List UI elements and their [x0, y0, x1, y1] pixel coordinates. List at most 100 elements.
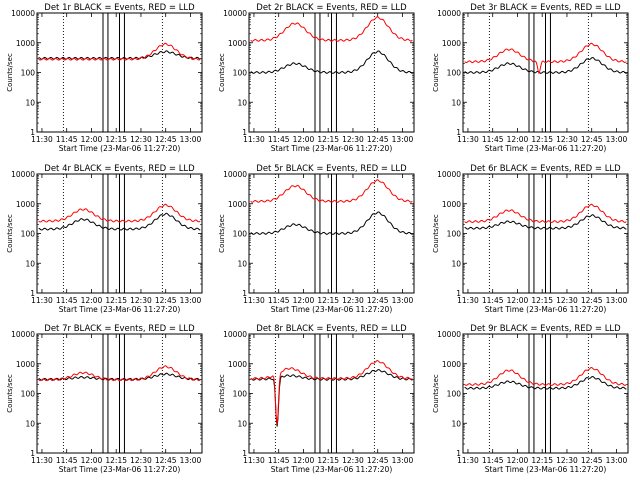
x-tick-label: 11:45: [268, 135, 290, 144]
series-lld-line: [38, 42, 201, 61]
y-tick-label: 10000: [437, 9, 461, 18]
x-tick-label: 11:45: [56, 296, 78, 305]
y-axis-label: Counts/sec: [218, 214, 226, 253]
x-tick-label: 12:45: [581, 456, 603, 465]
y-tick-label: 1000: [16, 360, 35, 369]
series-events-line: [38, 372, 201, 381]
y-tick-label: 10: [237, 419, 247, 428]
y-axis-label: Counts/sec: [432, 53, 440, 92]
y-tick-label: 1: [456, 289, 461, 298]
x-tick-label: 11:30: [243, 456, 265, 465]
panel-det-1: Det 1r BLACK = Events, RED = LLD 1 10 100 10…: [6, 3, 203, 153]
y-tick-label: 100: [21, 69, 36, 78]
x-tick-label: 12:00: [293, 135, 315, 144]
x-tick-label: 12:45: [367, 296, 389, 305]
x-axis-label: Start Time (23-Mar-06 11:27:20): [485, 144, 607, 153]
x-tick-label: 12:30: [556, 135, 578, 144]
x-tick-label: 12:30: [130, 296, 152, 305]
panel-det-3: Det 3r BLACK = Events, RED = LLD 1 10 100 10…: [432, 3, 629, 153]
y-tick-label: 10000: [223, 330, 247, 339]
series-events-line: [38, 212, 201, 231]
y-tick-label: 1000: [442, 360, 461, 369]
y-tick-label: 100: [21, 230, 36, 239]
x-tick-label: 12:15: [531, 456, 553, 465]
y-axis-label: Counts/sec: [432, 214, 440, 253]
x-axis-label: Start Time (23-Mar-06 11:27:20): [59, 144, 181, 153]
x-tick-label: 12:15: [531, 135, 553, 144]
y-tick-label: 10000: [437, 330, 461, 339]
x-axis-label: Start Time (23-Mar-06 11:27:20): [485, 305, 607, 314]
x-tick-label: 11:45: [482, 135, 504, 144]
y-tick-label: 1: [456, 449, 461, 458]
chart-title: Det 9r BLACK = Events, RED = LLD: [470, 324, 621, 334]
x-tick-label: 12:00: [293, 456, 315, 465]
chart-title: Det 8r BLACK = Events, RED = LLD: [256, 324, 407, 334]
x-tick-label: 12:45: [155, 456, 177, 465]
panel-det-6: Det 6r BLACK = Events, RED = LLD 1 10 100 10…: [432, 164, 629, 314]
y-tick-label: 10: [25, 259, 35, 268]
x-tick-label: 13:00: [392, 296, 414, 305]
x-tick-label: 12:15: [105, 296, 127, 305]
x-tick-label: 12:45: [367, 135, 389, 144]
x-axis-label: Start Time (23-Mar-06 11:27:20): [271, 305, 393, 314]
x-tick-label: 12:00: [507, 296, 529, 305]
panel-det-4: Det 4r BLACK = Events, RED = LLD 1 10 100 10…: [6, 164, 203, 314]
y-tick-label: 100: [21, 390, 36, 399]
y-tick-label: 10: [237, 259, 247, 268]
x-tick-label: 12:00: [507, 456, 529, 465]
y-tick-label: 1: [30, 449, 35, 458]
x-tick-label: 12:30: [556, 296, 578, 305]
y-tick-label: 10: [25, 419, 35, 428]
series-lld-line: [464, 42, 627, 75]
series-events-line: [464, 375, 627, 390]
x-tick-label: 13:00: [392, 135, 414, 144]
series-lld-line: [250, 179, 413, 203]
x-tick-label: 12:00: [81, 456, 103, 465]
y-axis-label: Counts/sec: [6, 53, 14, 92]
x-tick-label: 13:00: [606, 135, 628, 144]
y-tick-label: 1: [30, 128, 35, 137]
x-tick-label: 13:00: [606, 456, 628, 465]
series-events-line: [250, 211, 413, 235]
y-tick-label: 1000: [442, 200, 461, 209]
x-tick-label: 12:15: [317, 456, 339, 465]
x-tick-label: 12:00: [293, 296, 315, 305]
chart-title: Det 4r BLACK = Events, RED = LLD: [44, 164, 195, 174]
y-tick-label: 10000: [223, 9, 247, 18]
x-axis-label: Start Time (23-Mar-06 11:27:20): [271, 144, 393, 153]
panel-det-9: Det 9r BLACK = Events, RED = LLD 1 10 100 10…: [432, 324, 629, 474]
x-tick-label: 13:00: [180, 456, 202, 465]
chart-title: Det 3r BLACK = Events, RED = LLD: [470, 3, 621, 13]
y-tick-label: 1000: [16, 39, 35, 48]
y-tick-label: 10000: [11, 330, 35, 339]
series-events-line: [464, 214, 627, 230]
x-tick-label: 11:45: [56, 135, 78, 144]
y-axis-label: Counts/sec: [6, 214, 14, 253]
series-lld-line: [250, 360, 413, 425]
x-tick-label: 13:00: [392, 456, 414, 465]
y-tick-label: 1: [242, 289, 247, 298]
x-tick-label: 12:30: [342, 456, 364, 465]
y-tick-label: 100: [447, 390, 462, 399]
x-tick-label: 12:45: [581, 135, 603, 144]
y-tick-label: 10000: [437, 170, 461, 179]
x-tick-label: 11:45: [482, 296, 504, 305]
series-lld-line: [464, 203, 627, 224]
x-tick-label: 12:45: [155, 135, 177, 144]
y-axis-label: Counts/sec: [218, 374, 226, 413]
y-tick-label: 1000: [228, 360, 247, 369]
y-tick-label: 1: [30, 289, 35, 298]
y-tick-label: 10: [451, 419, 461, 428]
x-tick-label: 11:30: [457, 296, 479, 305]
y-tick-label: 100: [447, 69, 462, 78]
x-tick-label: 12:30: [556, 456, 578, 465]
y-axis-label: Counts/sec: [432, 374, 440, 413]
y-axis-label: Counts/sec: [6, 374, 14, 413]
x-tick-label: 12:45: [581, 296, 603, 305]
x-tick-label: 12:15: [317, 296, 339, 305]
chart-title: Det 2r BLACK = Events, RED = LLD: [256, 3, 407, 13]
x-tick-label: 12:30: [342, 296, 364, 305]
y-tick-label: 10000: [223, 170, 247, 179]
panel-det-8: Det 8r BLACK = Events, RED = LLD 1 10 100 10…: [218, 324, 415, 474]
x-tick-label: 12:15: [105, 135, 127, 144]
